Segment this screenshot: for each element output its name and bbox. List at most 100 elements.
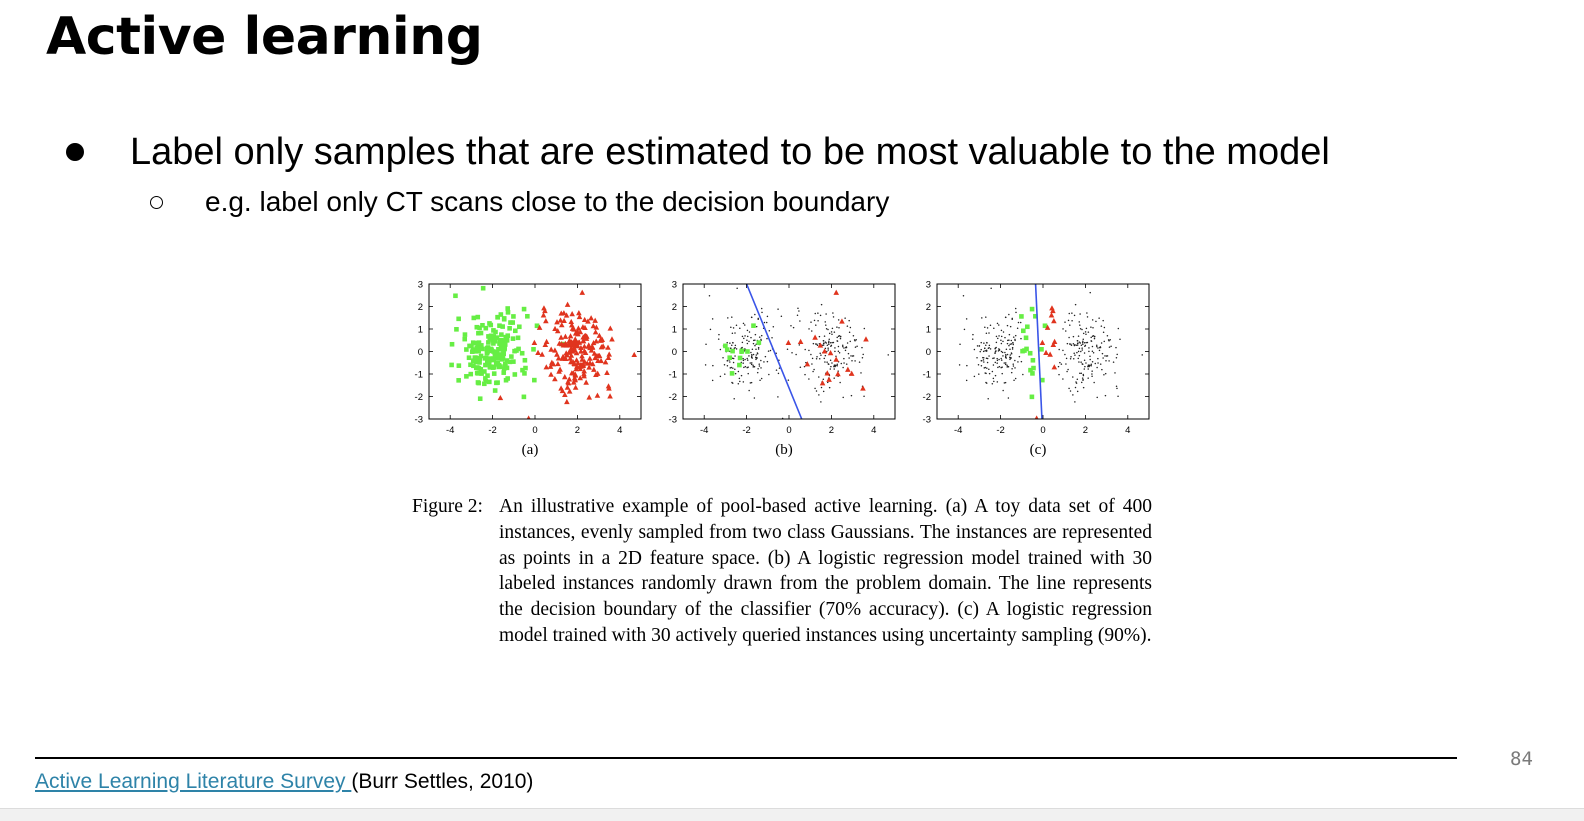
plot-area [449, 285, 638, 419]
data-point-unlabeled [965, 379, 968, 382]
data-point-triangle [577, 329, 584, 335]
data-point-square [1031, 365, 1036, 371]
data-point-unlabeled [813, 368, 815, 371]
data-point-unlabeled [985, 357, 988, 359]
data-point-unlabeled [1005, 348, 1008, 351]
data-point-square [474, 324, 480, 330]
data-point-unlabeled [1090, 340, 1093, 342]
data-point-square [487, 321, 492, 326]
data-point-unlabeled [760, 334, 763, 337]
data-point-unlabeled [790, 325, 792, 327]
data-point-unlabeled [862, 353, 864, 356]
data-point-triangle [536, 324, 543, 330]
data-point-square [498, 337, 504, 343]
data-point-triangle [539, 351, 545, 357]
data-point-unlabeled [760, 307, 763, 310]
data-point-unlabeled [1093, 381, 1095, 384]
data-point-unlabeled [1072, 335, 1075, 338]
data-point-unlabeled [748, 355, 750, 357]
data-point-unlabeled [843, 357, 845, 360]
data-point-unlabeled [1091, 360, 1094, 363]
data-point-unlabeled [811, 357, 814, 360]
data-point-unlabeled [799, 320, 801, 322]
y-tick-label: 3 [926, 280, 931, 291]
data-point-triangle [826, 376, 832, 382]
data-point-unlabeled [836, 326, 838, 328]
data-point-unlabeled [1011, 317, 1013, 320]
data-point-unlabeled [987, 397, 989, 400]
x-tick-label: -4 [446, 425, 454, 436]
data-point-unlabeled [704, 364, 707, 366]
data-point-triangle [554, 319, 560, 325]
data-point-unlabeled [1086, 312, 1088, 314]
data-point-unlabeled [849, 340, 851, 343]
data-point-triangle [568, 322, 575, 328]
data-point-unlabeled [988, 347, 990, 349]
data-point-unlabeled [825, 327, 828, 330]
data-point-unlabeled [751, 348, 754, 351]
page-number: 84 [1510, 748, 1533, 770]
data-point-unlabeled [1091, 370, 1093, 372]
data-point-unlabeled [994, 361, 997, 364]
data-point-triangle [833, 356, 839, 362]
data-point-unlabeled [978, 345, 981, 347]
data-point-unlabeled [994, 352, 996, 354]
data-point-unlabeled [980, 341, 982, 344]
data-point-unlabeled [1104, 372, 1107, 375]
data-point-unlabeled [1068, 312, 1070, 315]
data-point-unlabeled [1006, 353, 1009, 356]
data-point-triangle [582, 332, 589, 338]
data-point-unlabeled [982, 350, 985, 353]
data-point-unlabeled [845, 363, 848, 365]
data-point-triangle [824, 370, 831, 376]
x-tick-label: 4 [871, 425, 876, 436]
data-point-triangle [819, 380, 826, 386]
data-point-unlabeled [1009, 343, 1011, 345]
y-tick-label: -2 [923, 392, 931, 403]
data-point-unlabeled [763, 361, 765, 363]
data-point-triangle [564, 352, 570, 358]
plot-area [704, 284, 889, 419]
data-point-square [497, 323, 502, 328]
data-point-unlabeled [1097, 347, 1099, 349]
data-point-triangle [1051, 338, 1058, 345]
x-tick-label: 2 [575, 425, 580, 436]
data-point-unlabeled [978, 373, 980, 375]
data-point-unlabeled [837, 350, 840, 352]
data-point-square [1030, 357, 1036, 363]
data-point-unlabeled [1079, 313, 1081, 315]
data-point-unlabeled [1119, 338, 1121, 341]
data-point-unlabeled [746, 329, 749, 332]
data-point-unlabeled [750, 316, 753, 318]
data-point-unlabeled [1012, 343, 1015, 346]
data-point-square [476, 355, 481, 361]
data-point-unlabeled [1083, 368, 1086, 370]
data-point-unlabeled [746, 339, 748, 341]
data-point-triangle [598, 337, 604, 343]
data-point-unlabeled [757, 346, 760, 349]
data-point-square [478, 330, 484, 336]
data-point-square [470, 340, 476, 345]
data-point-unlabeled [984, 326, 986, 328]
data-point-unlabeled [737, 383, 740, 385]
data-point-unlabeled [1090, 326, 1092, 328]
data-point-triangle [577, 365, 584, 372]
caption-text: An illustrative example of pool-based ac… [499, 496, 1152, 646]
survey-link[interactable]: Active Learning Literature Survey [35, 770, 352, 793]
data-point-unlabeled [1089, 358, 1091, 361]
data-point-unlabeled [1115, 357, 1118, 359]
data-point-triangle [574, 343, 580, 349]
data-point-unlabeled [1003, 382, 1006, 384]
data-point-triangle [631, 351, 638, 358]
data-point-unlabeled [1085, 333, 1087, 335]
data-point-square [499, 346, 505, 352]
data-point-unlabeled [1060, 363, 1063, 365]
data-point-unlabeled [828, 332, 831, 335]
data-point-unlabeled [824, 347, 827, 350]
data-point-unlabeled [1010, 356, 1012, 359]
data-point-triangle [1050, 341, 1057, 348]
data-point-triangle [605, 344, 611, 350]
data-point-unlabeled [1091, 350, 1094, 352]
data-point-unlabeled [996, 359, 999, 362]
data-point-triangle [552, 376, 558, 382]
